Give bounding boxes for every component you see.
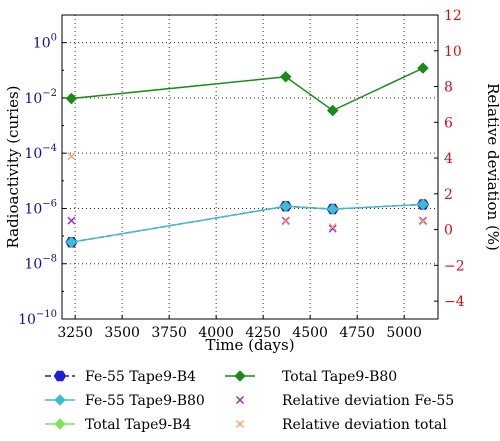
legend-label: Fe-55 Tape9-B4: [85, 369, 196, 385]
legend-item: Relative deviation Fe-55: [236, 393, 454, 409]
y-left-tick-label: 10−4: [24, 143, 57, 162]
x-marker-stroke: [328, 222, 337, 231]
x-tick-label: 4750: [339, 325, 375, 341]
data-point: [67, 152, 76, 161]
legend: Fe-55 Tape9-B4 Fe-55 Tape9-B80 Total Tape9…: [45, 369, 454, 433]
y-right-tick-label: −2: [444, 258, 465, 274]
y-left-tick-label: 10−10: [18, 309, 57, 328]
x-marker-stroke: [67, 152, 76, 161]
data-point: [419, 217, 427, 226]
legend-item: Total Tape9-B4: [45, 417, 191, 433]
legend-label: Relative deviation Fe-55: [282, 393, 454, 409]
series-layer: [65, 62, 430, 248]
series-line: [71, 67, 424, 112]
x-marker-stroke: [328, 224, 337, 233]
y-left-tick-label: 10−8: [24, 254, 57, 273]
legend-label: Total Tape9-B80: [282, 369, 397, 385]
y-right-tick-label: 2: [444, 187, 453, 203]
y-right-tick-label: 8: [444, 80, 453, 96]
x-tick-label: 3250: [57, 325, 93, 341]
legend-marker: [54, 394, 66, 406]
y-left-tick-label: 100: [33, 33, 57, 52]
series-3: [65, 62, 429, 117]
y-right-tick-label: 0: [444, 223, 453, 239]
data-point: [417, 198, 429, 211]
x-marker-stroke: [236, 396, 244, 404]
y-right-tick-label: 4: [444, 151, 453, 167]
grid: [62, 15, 438, 320]
y-right-tick-label: 10: [444, 44, 462, 60]
legend-label: Total Tape9-B4: [85, 417, 191, 433]
data-point: [67, 216, 76, 225]
series-line: [71, 203, 424, 243]
data-point: [280, 200, 292, 212]
x-tick-label: 5000: [386, 325, 422, 341]
x-axis: 3250 3500 3750 4000 4250 4500 4750 5000: [57, 315, 422, 341]
x-tick-label: 4250: [245, 325, 281, 341]
y-left-tick-label: 10−6: [24, 198, 57, 217]
x-marker-stroke: [419, 217, 427, 226]
data-point: [328, 222, 337, 231]
data-point: [327, 203, 339, 215]
legend-marker: [234, 370, 246, 382]
legend-item: Fe-55 Tape9-B4: [45, 369, 196, 385]
legend-label: Relative deviation total: [282, 417, 447, 433]
legend-item: Fe-55 Tape9-B80: [45, 393, 205, 409]
legend-label: Fe-55 Tape9-B80: [85, 393, 205, 409]
data-point: [65, 236, 78, 248]
data-point: [280, 71, 292, 83]
series-line: [71, 67, 424, 112]
series-5: [67, 152, 427, 231]
legend-item: Total Tape9-B80: [225, 369, 397, 385]
series-1: [65, 198, 429, 248]
data-point: [281, 217, 290, 226]
x-marker-stroke: [281, 217, 290, 226]
legend-marker: [54, 418, 66, 430]
x-marker-stroke: [67, 216, 76, 225]
y-right-tick-label: 6: [444, 115, 453, 131]
y-axis-left-label: Radioactivity (curies): [4, 85, 22, 248]
series-line: [71, 203, 424, 243]
legend-item: Relative deviation total: [236, 417, 447, 433]
plot-frame: [61, 14, 439, 320]
y-right-tick-label: −4: [444, 294, 465, 310]
series-2: [65, 62, 429, 117]
data-point: [417, 62, 429, 74]
x-marker-stroke: [236, 420, 244, 428]
y-right-tick-label: 12: [444, 8, 462, 24]
data-point: [65, 92, 78, 105]
x-tick-label: 3500: [104, 325, 140, 341]
legend-marker: [236, 396, 244, 404]
y-axis-right-label: Relative deviation (%): [484, 83, 500, 251]
x-tick-label: 4000: [198, 325, 234, 341]
y-axis-left: 10−10 10−8 10−6 10−4 10−2 100: [18, 33, 66, 328]
x-axis-label: Time (days): [205, 336, 294, 354]
y-axis-right: −4 −2 0 2 4 6 8 10 12: [434, 8, 465, 310]
legend-marker: [53, 370, 67, 382]
data-point: [327, 104, 339, 117]
x-tick-label: 4500: [292, 325, 328, 341]
data-point: [328, 224, 337, 233]
x-tick-label: 3750: [151, 325, 187, 341]
y-left-tick-label: 10−2: [24, 88, 57, 107]
legend-marker: [236, 420, 244, 428]
